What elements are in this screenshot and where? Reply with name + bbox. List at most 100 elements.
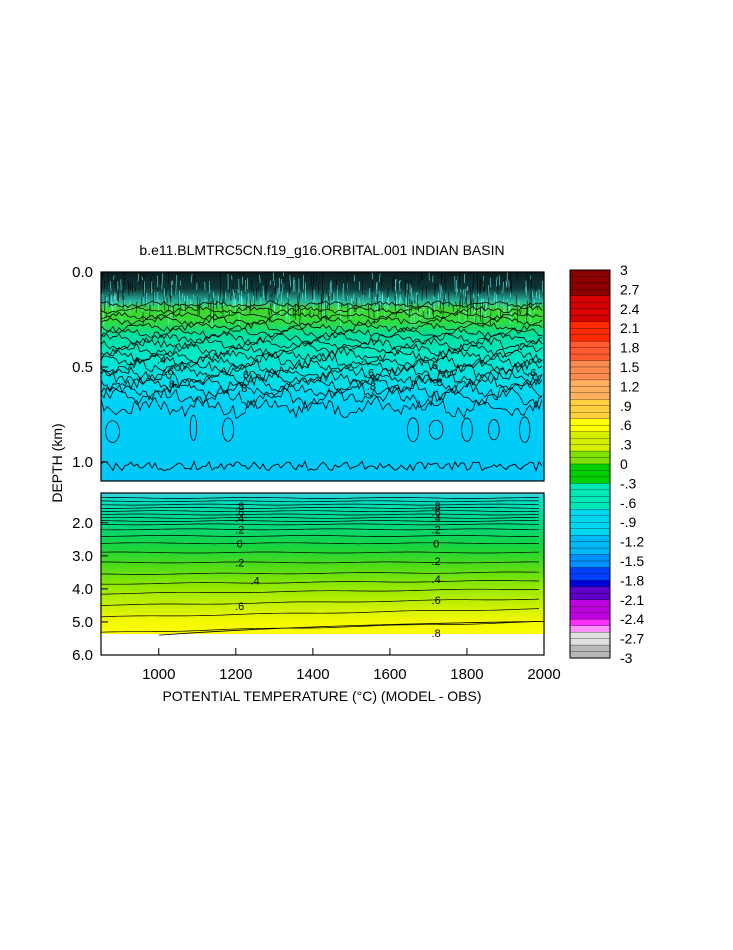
y-tick-label: 5.0	[72, 614, 93, 631]
colorbar-band	[570, 516, 610, 523]
colorbar-band	[570, 619, 610, 626]
colorbar-label: -2.4	[620, 611, 644, 627]
colorbar-band	[570, 328, 610, 335]
colorbar-band	[570, 503, 610, 510]
colorbar-band	[570, 580, 610, 587]
colorbar-band	[570, 477, 610, 484]
colorbar-label: -.3	[620, 475, 637, 491]
colorbar-band	[570, 458, 610, 465]
chart-title: b.e11.BLMTRC5CN.f19_g16.ORBITAL.001 INDI…	[139, 242, 504, 258]
colorbar-band	[570, 432, 610, 439]
contour-label: .2	[235, 524, 244, 536]
colorbar-label: .6	[620, 417, 632, 433]
colorbar-band	[570, 496, 610, 503]
contour-label: .6	[240, 370, 249, 382]
colorbar-band	[570, 522, 610, 529]
upper-panel: .4.6.8.6.8.6.8.6.8.6	[100, 272, 544, 481]
colorbar-band	[570, 406, 610, 413]
contour-label: .2	[432, 524, 441, 536]
contour-label: .8	[433, 377, 442, 389]
colorbar-label: -1.8	[620, 572, 644, 588]
y-tick-label: 3.0	[72, 548, 93, 565]
contour-label: .4	[235, 513, 244, 525]
contour-label: .4	[432, 574, 441, 586]
colorbar-band	[570, 276, 610, 283]
colorbar-band	[570, 296, 610, 303]
y-tick-label: 0.0	[72, 264, 93, 281]
y-axis-label: DEPTH (km)	[49, 423, 65, 502]
contour-label: .6	[432, 595, 441, 607]
colorbar-band	[570, 445, 610, 452]
colorbar-label: -2.1	[620, 592, 644, 608]
colorbar-band	[570, 354, 610, 361]
contour-label: .4	[250, 576, 259, 588]
colorbar-band	[570, 341, 610, 348]
colorbar-band	[570, 367, 610, 374]
contour-label: .8	[166, 379, 175, 391]
colorbar-band	[570, 626, 610, 633]
colorbar-band	[570, 483, 610, 490]
colorbar-band	[570, 373, 610, 380]
colorbar-label: 1.2	[620, 378, 640, 394]
colorbar-label: -3	[620, 650, 633, 666]
colorbar-band	[570, 639, 610, 646]
colorbar-label: 0	[620, 456, 628, 472]
colorbar-band	[570, 587, 610, 594]
colorbar-band	[570, 322, 610, 329]
contour-label: 0	[433, 538, 439, 550]
colorbar-band	[570, 302, 610, 309]
x-axis-label: POTENTIAL TEMPERATURE (°C) (MODEL - OBS)	[162, 688, 481, 704]
contour-label: .8	[432, 628, 441, 640]
colorbar-band	[570, 606, 610, 613]
colorbar-band	[570, 412, 610, 419]
colorbar-label: .9	[620, 398, 632, 414]
colorbar-band	[570, 419, 610, 426]
colorbar-label: -1.2	[620, 534, 644, 550]
y-tick-label: 4.0	[72, 581, 93, 598]
colorbar-band	[570, 270, 610, 277]
colorbar-band	[570, 393, 610, 400]
colorbar-band	[570, 380, 610, 387]
contour-label: .2	[432, 556, 441, 568]
colorbar-band	[570, 348, 610, 355]
colorbar-band	[570, 593, 610, 600]
colorbar-label: -.9	[620, 514, 637, 530]
colorbar-band	[570, 542, 610, 549]
colorbar-label: -2.7	[620, 631, 644, 647]
x-tick-label: 1000	[142, 666, 175, 683]
contour-label: .8	[367, 381, 376, 393]
contour-label: .6	[165, 366, 174, 378]
contour-label: .4	[157, 354, 166, 366]
contour-label: .6	[365, 368, 374, 380]
colorbar-label: 1.8	[620, 340, 640, 356]
colorbar-band	[570, 509, 610, 516]
contour-label: 0	[237, 538, 243, 550]
colorbar-band	[570, 600, 610, 607]
contour-label: .6	[527, 368, 536, 380]
colorbar-band	[570, 335, 610, 342]
colorbar-band	[570, 535, 610, 542]
colorbar-label: .3	[620, 437, 632, 453]
colorbar-label: -1.5	[620, 553, 644, 569]
y-tick-label: 1.0	[72, 454, 93, 471]
colorbar-label: 1.5	[620, 359, 640, 375]
colorbar-band	[570, 652, 610, 659]
colorbar-band	[570, 613, 610, 620]
y-tick-label: 2.0	[72, 515, 93, 532]
colorbar-band	[570, 470, 610, 477]
colorbar-band	[570, 567, 610, 574]
contour-label: .8	[238, 383, 247, 395]
colorbar-band	[570, 490, 610, 497]
contour-label: .6	[235, 601, 244, 613]
y-tick-label: 6.0	[72, 647, 93, 664]
colorbar-band	[570, 289, 610, 296]
colorbar-band	[570, 361, 610, 368]
colorbar-band	[570, 283, 610, 290]
colorbar-band	[570, 425, 610, 432]
colorbar-band	[570, 464, 610, 471]
colorbar-label: 3	[620, 262, 628, 278]
colorbar-band	[570, 386, 610, 393]
colorbar-band	[570, 548, 610, 555]
